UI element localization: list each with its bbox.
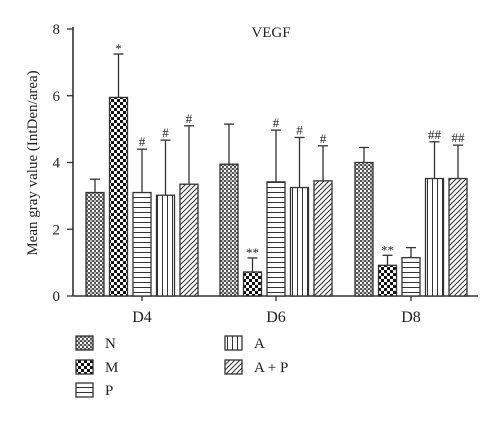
legend: NMP A A + P — [75, 335, 288, 399]
y-tick-label: 0 — [53, 289, 61, 305]
bar — [108, 96, 129, 297]
significance-label: * — [115, 41, 122, 56]
y-axis-label: Mean gray value (IntDen/area) — [25, 70, 41, 255]
y-tick-label: 8 — [53, 22, 61, 38]
y-tick-label: 6 — [53, 89, 61, 105]
bar — [424, 177, 445, 297]
bar — [155, 194, 176, 297]
significance-label: ** — [246, 245, 259, 260]
bar — [354, 161, 374, 297]
significance-label: # — [273, 115, 280, 130]
chart-title: VEGF — [251, 25, 290, 41]
bar — [377, 264, 398, 297]
bar — [242, 271, 263, 297]
significance-label: # — [139, 134, 146, 149]
legend-swatch — [224, 359, 243, 375]
bar — [448, 177, 468, 297]
x-tick-label: D6 — [266, 309, 286, 326]
bar — [401, 256, 421, 297]
bar — [266, 181, 286, 297]
legend-swatch — [224, 335, 243, 351]
legend-swatch — [75, 382, 94, 398]
significance-label: ## — [452, 130, 466, 145]
y-tick-label: 4 — [53, 156, 61, 172]
bar — [179, 183, 199, 297]
bar — [289, 186, 310, 297]
significance-label: # — [320, 131, 327, 146]
significance-label: # — [296, 122, 303, 137]
x-tick-label: D8 — [401, 309, 421, 326]
legend-swatch — [75, 335, 94, 351]
x-tick-label: D4 — [132, 309, 152, 326]
bar — [219, 163, 239, 297]
legend-label: N — [105, 336, 116, 352]
legend-label: M — [105, 360, 118, 376]
legend-label: A — [254, 336, 265, 352]
legend-label: P — [105, 383, 113, 399]
significance-label: # — [162, 125, 169, 140]
legend-label: A + P — [254, 360, 288, 376]
significance-label: ## — [428, 127, 442, 142]
significance-label: # — [186, 111, 193, 126]
y-tick-label: 2 — [53, 222, 61, 238]
bars: *###**# ##**## ## — [85, 41, 468, 297]
bar — [85, 191, 105, 297]
bar — [313, 180, 333, 297]
legend-swatch — [75, 359, 94, 375]
significance-label: ** — [381, 242, 394, 257]
bar — [132, 191, 152, 297]
